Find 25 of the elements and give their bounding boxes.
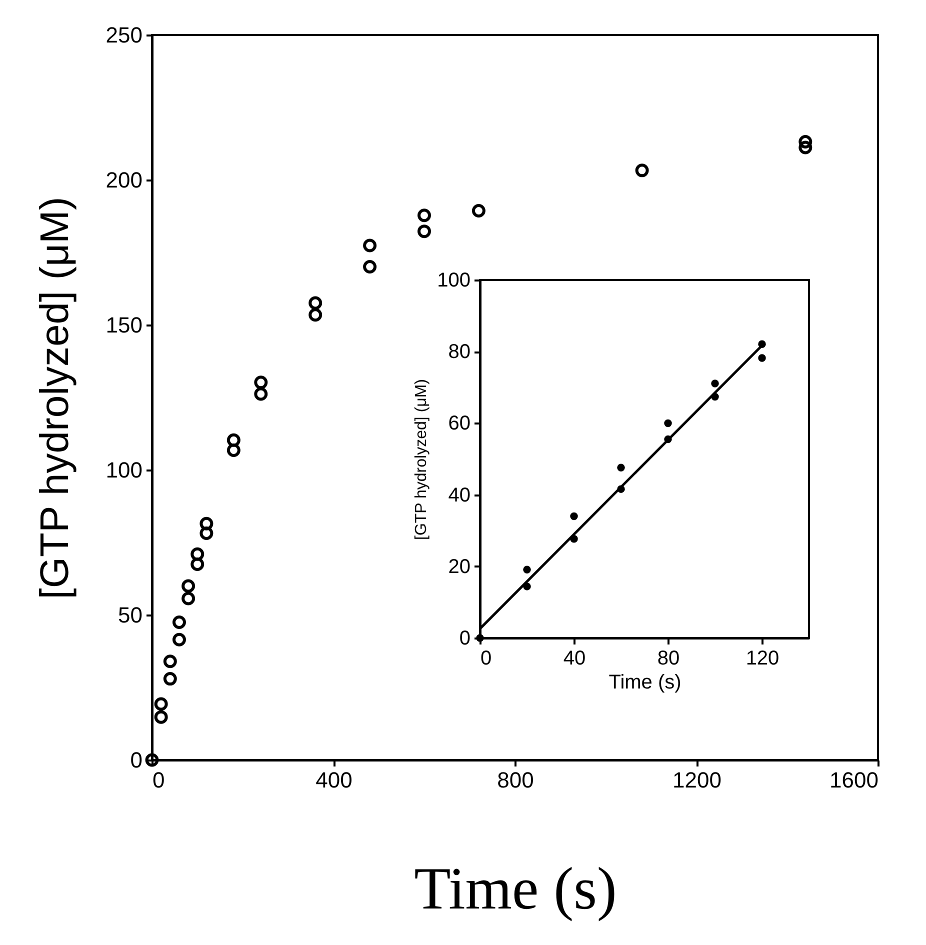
x-tick-label: 800 bbox=[497, 768, 534, 792]
x-tick-label: 0 bbox=[152, 768, 165, 792]
x-tick-label: 0 bbox=[480, 648, 492, 670]
x-tick-label: 400 bbox=[316, 768, 352, 792]
y-tick-label: 50 bbox=[118, 602, 142, 628]
y-tick-label: 20 bbox=[448, 556, 470, 578]
y-tick-label: 40 bbox=[448, 484, 470, 506]
x-tick-label: 1200 bbox=[672, 768, 722, 792]
y-tick-label: 0 bbox=[130, 748, 142, 772]
y-tick-label: 100 bbox=[106, 458, 142, 482]
y-tick-label: 80 bbox=[448, 341, 470, 364]
y-tick-label: 0 bbox=[459, 628, 470, 650]
y-tick-label: 200 bbox=[106, 168, 142, 192]
y-tick-label: 60 bbox=[448, 412, 470, 435]
x-tick-label: 1600 bbox=[830, 768, 878, 792]
x-tick-label: 40 bbox=[563, 648, 586, 670]
y-tick-label: 250 bbox=[106, 22, 142, 48]
y-axis-title: [GTP hydrolyzed] (μM) bbox=[32, 196, 77, 600]
y-tick-label: 150 bbox=[106, 312, 142, 338]
x-axis-title: Time (s) bbox=[414, 856, 617, 922]
y-tick-label: 100 bbox=[437, 270, 470, 292]
x-axis-title: Time (s) bbox=[608, 672, 682, 694]
x-tick-label: 120 bbox=[746, 648, 780, 670]
x-tick-label: 80 bbox=[657, 648, 680, 670]
y-axis-title: [GTP hydrolyzed] (μM) bbox=[413, 379, 430, 540]
